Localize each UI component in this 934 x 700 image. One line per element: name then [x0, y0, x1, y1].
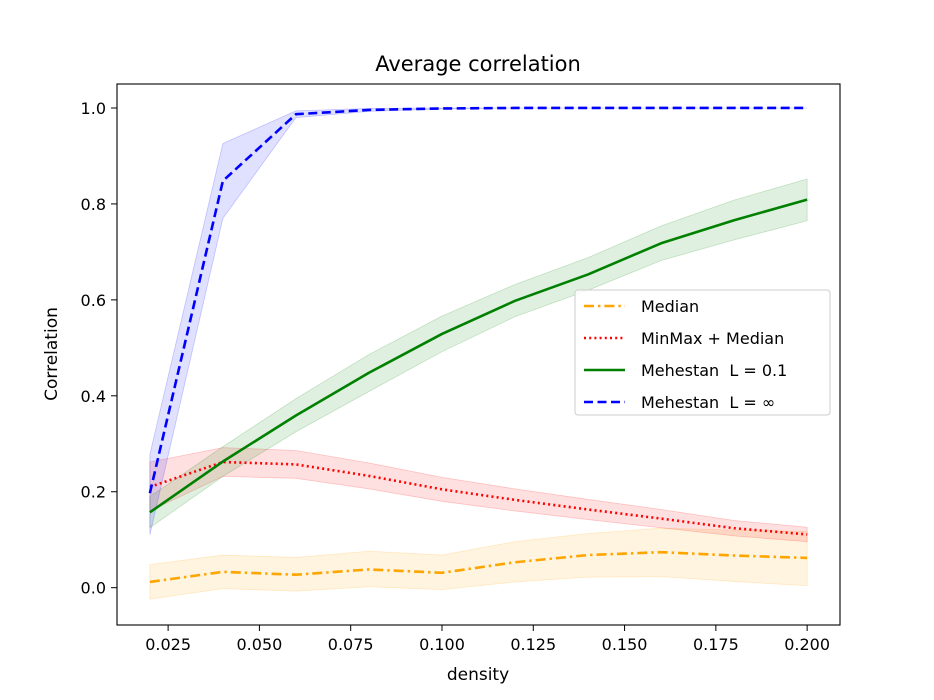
x-axis: 0.025 0.050 0.075 0.100 0.125 0.150 0.175 0.200	[145, 625, 830, 654]
legend-label-mehestan-l-0-1: Mehestan L = 0.1	[641, 361, 787, 380]
y-tick-label: 0.4	[81, 387, 106, 406]
y-tick-label: 0.8	[81, 195, 106, 214]
x-tick-label: 0.075	[328, 635, 374, 654]
chart-title: Average correlation	[375, 52, 581, 76]
x-tick-label: 0.200	[784, 635, 830, 654]
legend: Median MinMax + Median Mehestan L = 0.1 Meh…	[574, 289, 831, 416]
y-tick-label: 0.6	[81, 291, 106, 310]
series-line-median	[149, 550, 808, 584]
series-lines	[148, 106, 808, 584]
y-axis-label: Correlation	[42, 307, 62, 401]
legend-label-mehestan-l-inf: Mehestan L = ∞	[641, 393, 775, 412]
y-axis: 0.0 0.2 0.4 0.6 0.8 1.0	[81, 99, 117, 598]
x-axis-label: density	[447, 665, 509, 685]
x-tick-label: 0.125	[510, 635, 556, 654]
y-tick-label: 0.0	[81, 579, 106, 598]
band-mehestan-l-0-1	[149, 178, 808, 529]
band-minmax-plus-median	[149, 447, 808, 543]
series-line-mehestan-l-0-1	[149, 198, 808, 514]
plot-frame	[116, 83, 841, 626]
legend-label-median: Median	[641, 297, 699, 316]
series-line-mehestan-l-inf	[148, 106, 808, 494]
legend-box	[574, 289, 831, 416]
legend-label-minmax-plus-median: MinMax + Median	[641, 329, 784, 348]
x-tick-label: 0.175	[693, 635, 739, 654]
x-tick-label: 0.025	[145, 635, 191, 654]
y-tick-label: 0.2	[81, 483, 106, 502]
band-median	[149, 527, 808, 600]
x-tick-label: 0.100	[419, 635, 465, 654]
x-tick-label: 0.150	[602, 635, 648, 654]
y-tick-label: 1.0	[81, 99, 106, 118]
x-tick-label: 0.050	[237, 635, 283, 654]
